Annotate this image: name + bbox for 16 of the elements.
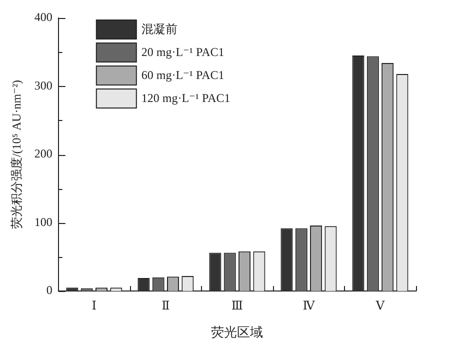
x-axis-title: 荧光区域 <box>211 324 264 340</box>
x-tick-label: Ⅰ <box>92 298 97 312</box>
legend-label: 120 mg·L⁻¹ PAC1 <box>141 91 230 106</box>
legend-label: 60 mg·L⁻¹ PAC1 <box>141 68 224 82</box>
x-tick-label: Ⅳ <box>302 298 316 312</box>
y-tick-label: 200 <box>34 146 52 161</box>
y-tick-label: 300 <box>34 78 52 92</box>
x-tick-label: Ⅱ <box>162 298 170 312</box>
legend-label: 混凝前 <box>141 22 178 36</box>
y-tick-label: 100 <box>34 214 52 229</box>
legend-label: 20 mg·L⁻¹ PAC1 <box>141 45 224 60</box>
x-tick-label: Ⅲ <box>231 298 243 312</box>
y-axis-title: 荧光积分强度/(10⁵ AU·nm⁻²) <box>9 80 24 230</box>
y-tick-label: 0 <box>46 283 52 298</box>
y-tick-label: 400 <box>34 10 52 24</box>
x-tick-label: Ⅴ <box>374 298 385 312</box>
